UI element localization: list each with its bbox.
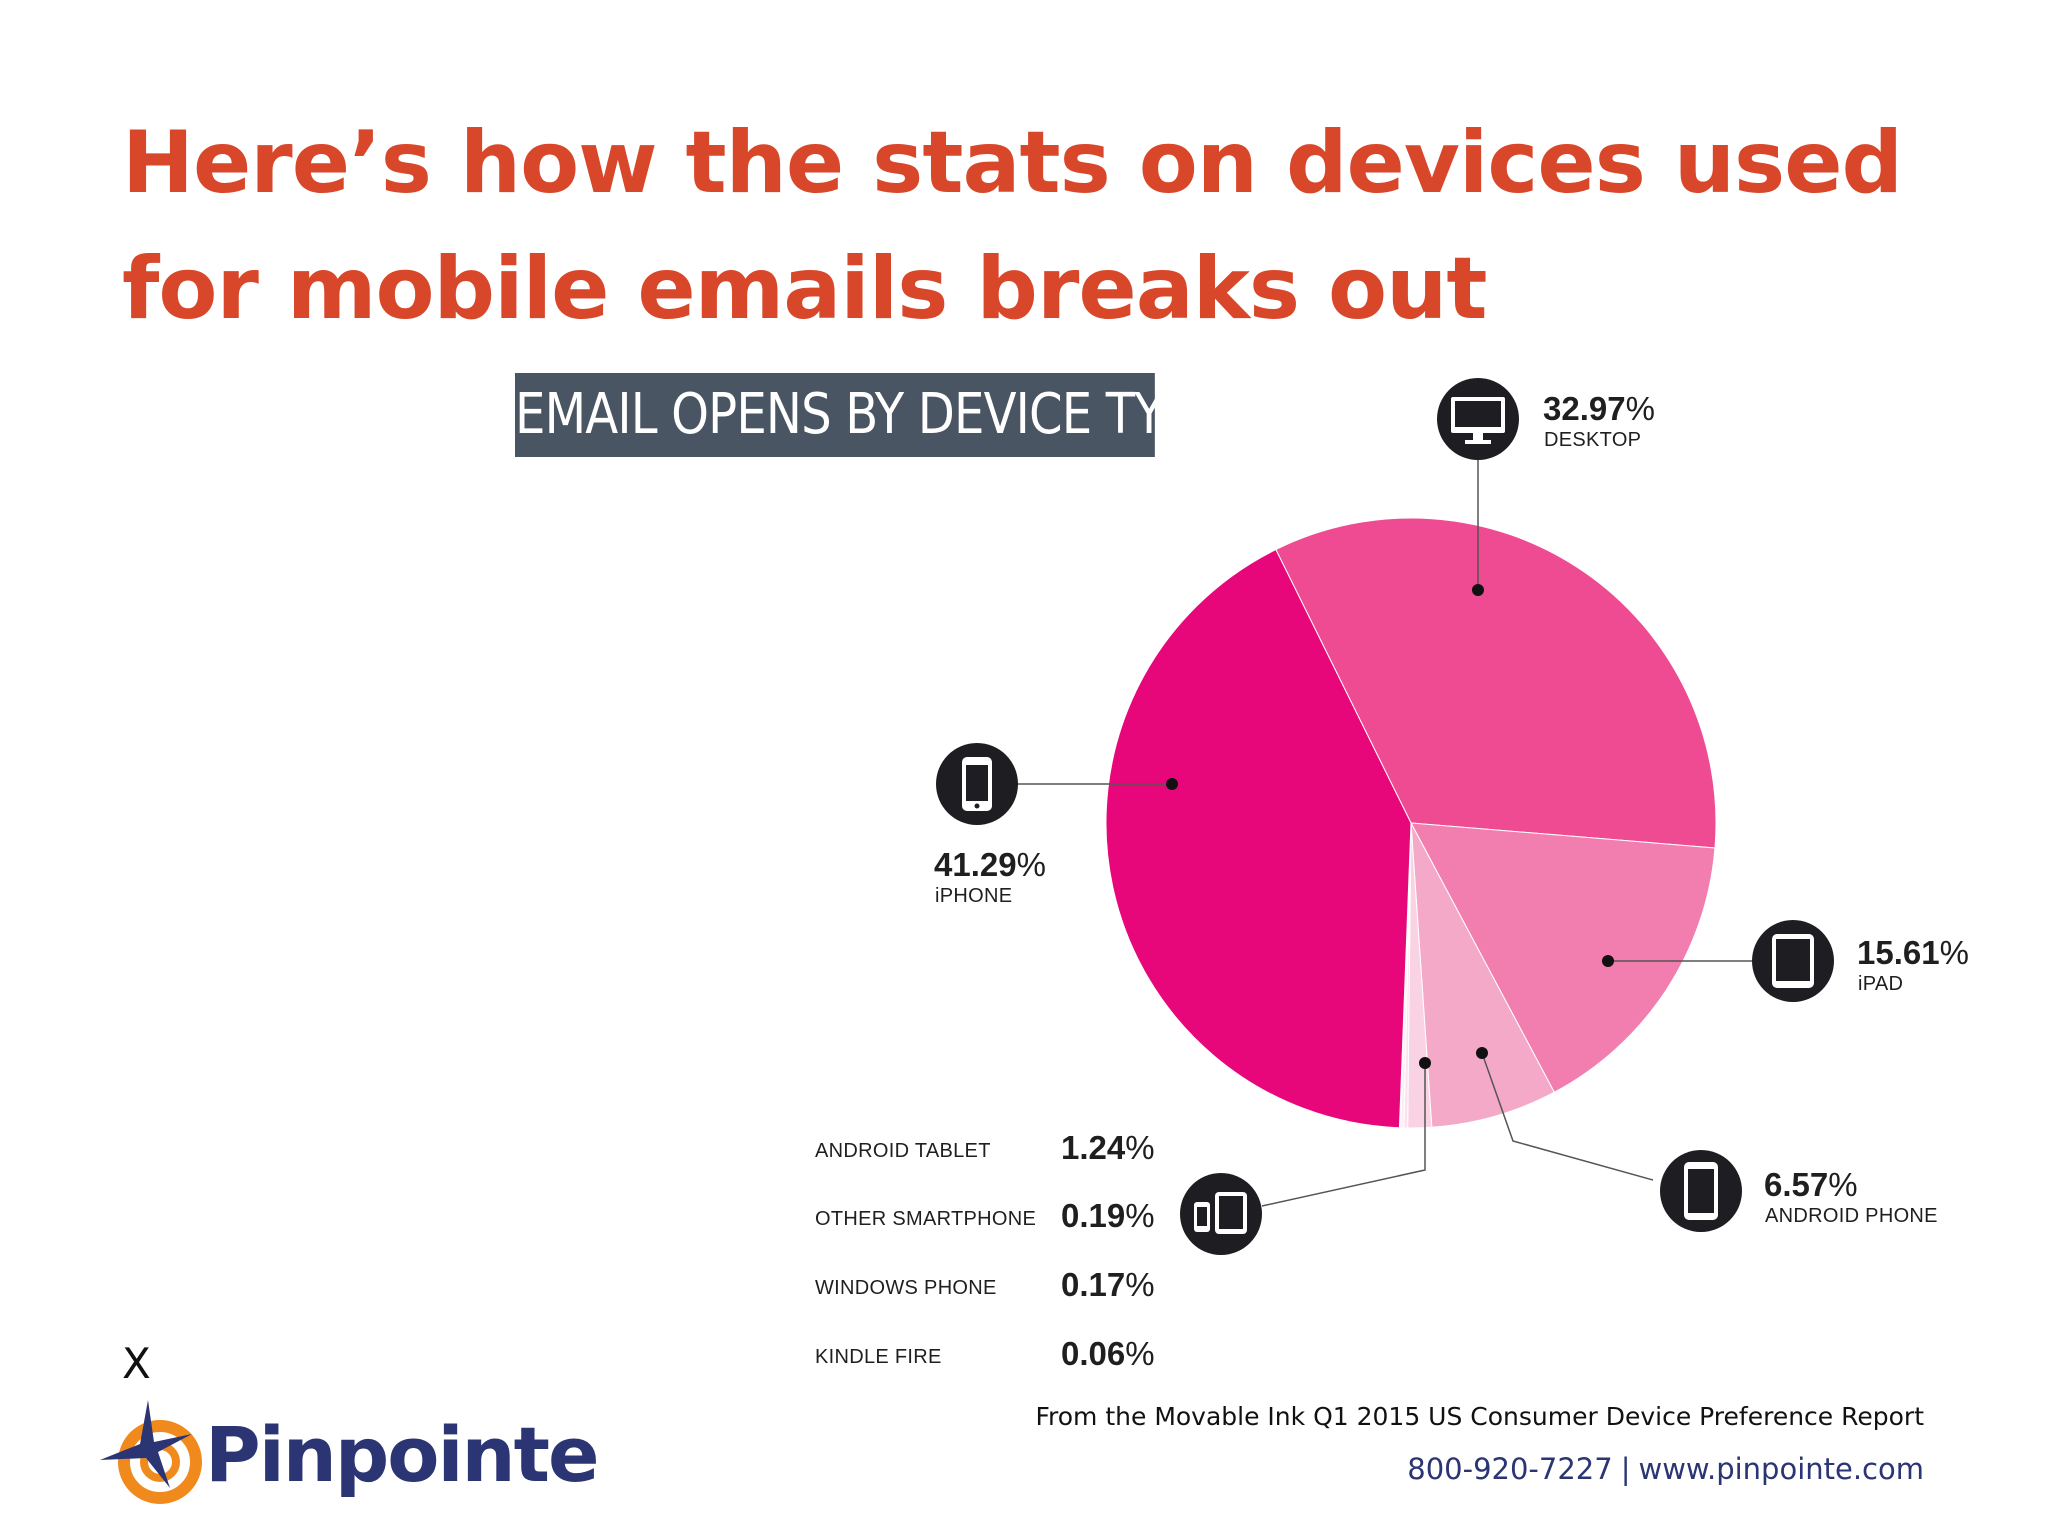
pie-slice-android-phone (1410, 822, 1555, 1128)
cat-label-ipad: iPAD (1858, 973, 1904, 995)
cat-label-android-phone: ANDROID PHONE (1765, 1205, 1938, 1227)
phone-number[interactable]: 800-920-7227 (1407, 1452, 1613, 1486)
tablet-icon (1752, 920, 1834, 1002)
leader-dot-ipad (1602, 955, 1614, 967)
headline: Here’s how the stats on devices used for… (122, 100, 1922, 352)
pinpointe-logo-icon (100, 1400, 202, 1504)
source-citation: From the Movable Ink Q1 2015 US Consumer… (1035, 1402, 1924, 1431)
cat-label-other-smartphone: OTHER SMARTPHONE (815, 1208, 1037, 1230)
cat-label-android-tablet: ANDROID TABLET (815, 1140, 991, 1162)
leader-dot-android-phone (1476, 1047, 1488, 1059)
website-link[interactable]: www.pinpointe.com (1638, 1452, 1924, 1486)
pct-label-ipad: 15.61% (1857, 934, 1969, 971)
pie-slice-ipad (1410, 822, 1716, 1093)
android-phone-icon (1660, 1150, 1742, 1232)
brand-name: Pinpointe (205, 1410, 600, 1499)
pct-label-android-phone: 6.57% (1764, 1166, 1858, 1203)
cat-label-desktop: DESKTOP (1544, 429, 1642, 451)
leader-line-android-phone (1481, 1052, 1654, 1181)
close-mark[interactable]: X (122, 1339, 151, 1388)
pct-label-windows-phone: 0.17% (1061, 1266, 1155, 1303)
contact-separator: | (1620, 1452, 1631, 1486)
pct-label-iphone: 41.29% (934, 846, 1046, 883)
pct-label-kindle-fire: 0.06% (1061, 1335, 1155, 1372)
cat-label-iphone: iPHONE (935, 885, 1013, 907)
contact-info: 800-920-7227 | www.pinpointe.com (1407, 1452, 1924, 1486)
desktop-icon (1437, 378, 1519, 460)
headline-line-1: Here’s how the stats on devices used (122, 113, 1903, 213)
iphone-icon (936, 743, 1018, 825)
brand-logo[interactable]: Pinpointe (100, 1400, 600, 1510)
pct-label-android-tablet: 1.24% (1061, 1129, 1155, 1166)
chart-title: EMAIL OPENS BY DEVICE TYPE (515, 373, 1222, 457)
cat-label-windows-phone: WINDOWS PHONE (815, 1277, 997, 1299)
leader-line-other-devices (1261, 1063, 1426, 1207)
pie-slice-desktop (1275, 517, 1717, 849)
leader-dot-desktop (1472, 584, 1484, 596)
headline-line-2: for mobile emails breaks out (122, 239, 1487, 339)
pct-label-desktop: 32.97% (1543, 390, 1655, 427)
pie-slice-iphone (1105, 548, 1412, 1129)
leader-dot-iphone (1166, 778, 1178, 790)
leader-dot-other-devices (1419, 1057, 1431, 1069)
cat-label-kindle-fire: KINDLE FIRE (815, 1346, 942, 1368)
phone-and-tablet-icon (1180, 1173, 1262, 1255)
pct-label-other-smartphone: 0.19% (1061, 1197, 1155, 1234)
